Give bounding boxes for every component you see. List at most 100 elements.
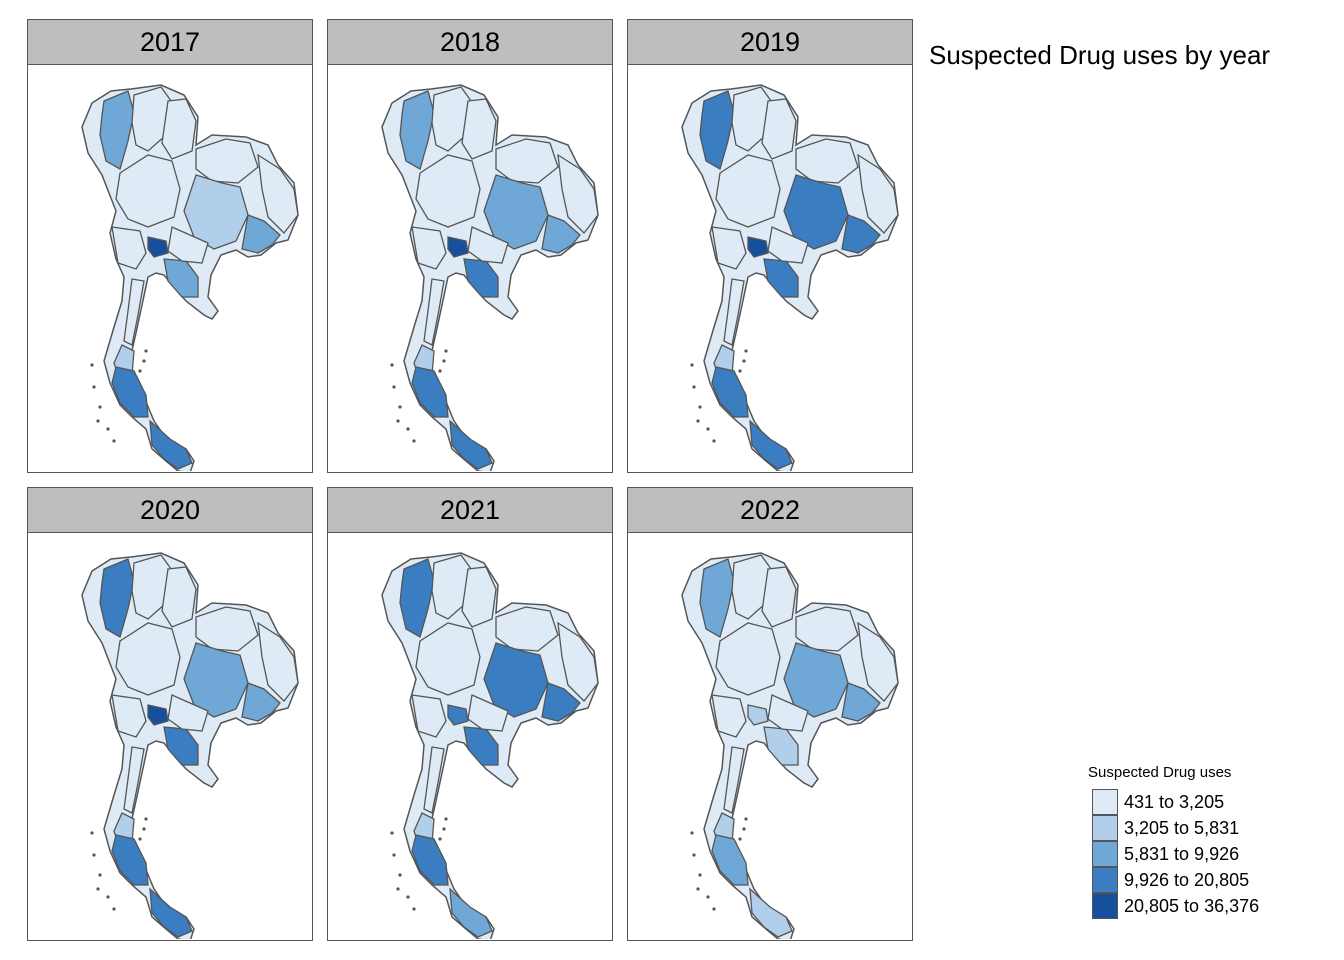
province-region — [167, 694, 209, 732]
province-region — [147, 236, 169, 258]
province-region — [449, 419, 493, 470]
island — [398, 405, 402, 409]
island — [412, 907, 416, 911]
province-region — [467, 226, 509, 264]
province-region — [711, 226, 747, 270]
province-region — [483, 174, 549, 250]
island — [112, 439, 116, 443]
island — [738, 369, 742, 373]
island — [712, 907, 716, 911]
island — [96, 419, 100, 423]
province-region — [399, 90, 435, 170]
panel-year-label: 2020 — [27, 487, 313, 533]
province-region — [715, 622, 781, 696]
island — [744, 349, 748, 353]
island — [144, 817, 148, 821]
province-region — [483, 642, 549, 718]
province-region — [495, 606, 559, 652]
legend-title: Suspected Drug uses — [1088, 764, 1232, 781]
island — [138, 369, 142, 373]
province-region — [715, 154, 781, 228]
island — [112, 907, 116, 911]
island — [142, 359, 146, 363]
island — [696, 887, 700, 891]
province-region — [115, 154, 181, 228]
province-region — [111, 226, 147, 270]
province-region — [411, 694, 447, 738]
province-region — [399, 558, 435, 638]
province-region — [749, 887, 793, 938]
province-region — [783, 174, 849, 250]
island — [706, 427, 710, 431]
province-region — [449, 887, 493, 938]
island — [706, 895, 710, 899]
island — [90, 831, 94, 835]
province-region — [461, 98, 497, 160]
province-region — [111, 366, 149, 418]
panel-year-label: 2022 — [627, 487, 913, 533]
province-region — [857, 153, 899, 234]
island — [744, 817, 748, 821]
province-region — [761, 566, 797, 628]
island — [698, 873, 702, 877]
province-region — [257, 621, 299, 702]
legend-swatch — [1092, 815, 1118, 841]
province-region — [183, 174, 249, 250]
province-region — [767, 226, 809, 264]
province-region — [411, 834, 449, 886]
island — [406, 895, 410, 899]
island — [442, 827, 446, 831]
map-panel: 2021 — [327, 487, 613, 941]
panel-year-label: 2019 — [627, 19, 913, 65]
map-title: Suspected Drug uses by year — [929, 40, 1271, 70]
province-region — [161, 566, 197, 628]
map-panel: 2018 — [327, 19, 613, 473]
island — [438, 837, 442, 841]
province-region — [723, 278, 745, 346]
province-region — [711, 834, 749, 886]
province-region — [557, 621, 599, 702]
province-region — [761, 98, 797, 160]
province-region — [767, 694, 809, 732]
legend-label: 9,926 to 20,805 — [1124, 869, 1250, 890]
island — [98, 873, 102, 877]
province-region — [123, 278, 145, 346]
province-region — [99, 558, 135, 638]
province-region — [411, 226, 447, 270]
province-region — [147, 704, 169, 726]
island — [692, 853, 696, 857]
legend-label: 431 to 3,205 — [1124, 791, 1225, 812]
choropleth-map — [681, 552, 899, 939]
legend-swatch — [1092, 893, 1118, 919]
province-region — [183, 642, 249, 718]
legend-item: 5,831 to 9,926 — [1088, 841, 1259, 867]
choropleth-map — [381, 552, 599, 939]
map-panel: 2022 — [627, 487, 913, 941]
island — [392, 385, 396, 389]
province-region — [447, 704, 469, 726]
province-region — [195, 606, 259, 652]
map-panel: 2017 — [27, 19, 313, 473]
island — [92, 385, 96, 389]
legend-swatch — [1092, 867, 1118, 893]
island — [92, 853, 96, 857]
province-region — [783, 642, 849, 718]
province-region — [423, 278, 445, 346]
legend-item: 431 to 3,205 — [1088, 789, 1259, 815]
island — [96, 887, 100, 891]
island — [712, 439, 716, 443]
choropleth-map — [81, 84, 299, 471]
province-region — [415, 622, 481, 696]
legend-swatch — [1092, 841, 1118, 867]
province-region — [747, 236, 769, 258]
island — [444, 817, 448, 821]
province-region — [699, 558, 735, 638]
province-region — [749, 419, 793, 470]
province-region — [747, 704, 769, 726]
island — [396, 419, 400, 423]
province-region — [123, 746, 145, 814]
province-region — [149, 419, 193, 470]
province-region — [257, 153, 299, 234]
province-region — [149, 887, 193, 938]
province-region — [115, 622, 181, 696]
